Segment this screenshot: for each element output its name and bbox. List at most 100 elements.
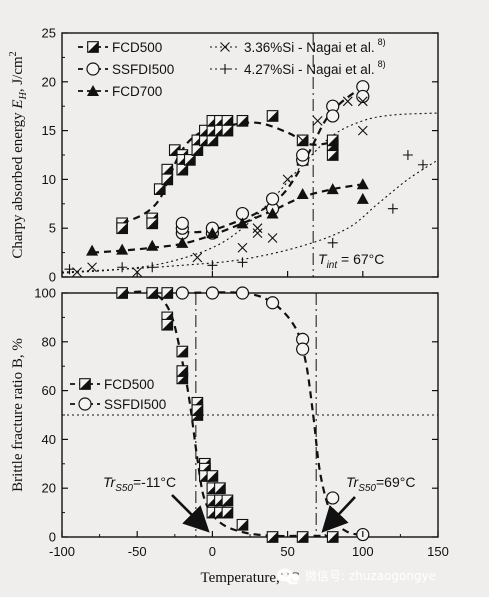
fcd500-point bbox=[296, 531, 309, 543]
ssfdi500-point bbox=[175, 286, 189, 300]
fcd500-point bbox=[326, 149, 339, 161]
fcd500-point bbox=[191, 144, 204, 156]
legend-marker-triangle bbox=[87, 85, 99, 96]
fcd700-point bbox=[176, 236, 189, 248]
legend-label: 3.36%Si - Nagai et al. 8) bbox=[244, 37, 386, 55]
legend-item-ssfdi500: SSFDI500 bbox=[78, 62, 174, 77]
x-tick-label: 50 bbox=[280, 544, 294, 559]
fcd500-point bbox=[146, 287, 159, 299]
brittle-legend: FCD500 SSFDI500 bbox=[70, 377, 166, 412]
3-36-si-nagai-et-al-point bbox=[282, 174, 293, 185]
tint-annotation: Tint = 67°C bbox=[318, 251, 384, 271]
energy-legend: FCD500 SSFDI500 FCD700 3.36%Si - Nagai et a… bbox=[78, 37, 386, 99]
fcd700-point bbox=[326, 183, 339, 195]
fcd500-point bbox=[236, 518, 249, 531]
temperature-x-axis-title: Temperature, °C bbox=[200, 570, 299, 586]
ssfdi500-point bbox=[326, 491, 340, 505]
fcd700-point bbox=[146, 239, 159, 251]
fcd500-point bbox=[161, 163, 174, 176]
y-tick-label: 0 bbox=[49, 270, 56, 285]
trs50-right-arrow bbox=[321, 496, 356, 533]
legend-marker-circle bbox=[78, 397, 92, 411]
watermark-text: 微信号: zhuzaogongye bbox=[305, 569, 436, 583]
trs50-left-annotation: TrS50=-11°C bbox=[103, 474, 176, 494]
ssfdi500-point bbox=[175, 216, 189, 230]
4-27-si-nagai-et-al-point bbox=[237, 257, 248, 268]
legend-label: FCD500 bbox=[104, 377, 154, 392]
brittle-panel: 0 20 40 60 80 100 -100 -50 0 50 100 150 FCD500 SSFD… bbox=[10, 286, 449, 587]
3-36-si-nagai-et-al-point bbox=[87, 262, 97, 273]
fcd500-point bbox=[236, 114, 249, 127]
watermark: 微信号: zhuzaogongye bbox=[277, 568, 436, 585]
4-27-si-nagai-et-al-point bbox=[147, 262, 158, 273]
3-36-si-nagai-et-al-point bbox=[357, 96, 368, 107]
brittle-y-ticks: 0 20 40 60 80 100 bbox=[34, 286, 438, 545]
y-tick-label: 20 bbox=[42, 74, 56, 89]
y-tick-label: 15 bbox=[42, 123, 56, 138]
energy-panel: 0 5 10 15 20 25 FCD500 SSFDI500 FCD700 3.36%Si -… bbox=[8, 26, 439, 285]
legend-label: FCD700 bbox=[112, 84, 162, 99]
y-tick-label: 20 bbox=[42, 481, 56, 496]
y-tick-label: 25 bbox=[42, 26, 56, 41]
fcd500-point bbox=[191, 404, 204, 416]
fcd500-point bbox=[266, 110, 279, 122]
ssfdi500-point bbox=[265, 296, 280, 310]
fcd500-point bbox=[221, 114, 234, 127]
fcd700-point bbox=[356, 178, 369, 190]
fcd500-point bbox=[326, 531, 339, 543]
ssfdi500-point bbox=[265, 192, 280, 206]
3-36-si-nagai-et-al-point bbox=[267, 233, 278, 243]
wechat-icon bbox=[277, 568, 300, 585]
4-27-si-nagai-et-al-point bbox=[207, 260, 218, 271]
y-tick-label: 60 bbox=[42, 383, 56, 398]
y-tick-label: 5 bbox=[49, 221, 56, 236]
4-27-si-nagai-et-al-point bbox=[64, 264, 75, 275]
3-36-si-fit-curve bbox=[61, 112, 439, 274]
legend-item-3-36-si-nagai-et-al: 3.36%Si - Nagai et al. 8) bbox=[210, 37, 386, 55]
legend-marker-halfsquare bbox=[79, 378, 91, 390]
3-36-si-nagai-et-al-point bbox=[297, 135, 308, 146]
fcd700-point bbox=[266, 207, 279, 219]
3-36-si-nagai-et-al-point bbox=[252, 223, 263, 234]
legend-item-fcd500: FCD500 bbox=[78, 40, 162, 55]
fcd700-point bbox=[296, 188, 309, 200]
y-tick-label: 10 bbox=[42, 172, 56, 187]
fcd500-point bbox=[206, 134, 219, 147]
3-36-si-nagai-et-al-point bbox=[312, 115, 323, 126]
fcd500-point bbox=[161, 318, 174, 331]
ssfdi500-point bbox=[235, 286, 250, 300]
fcd500-point bbox=[183, 154, 196, 166]
3-36-si-nagai-et-al-point bbox=[237, 242, 248, 253]
legend-marker-halfsquare bbox=[87, 41, 99, 53]
legend-label: 4.27%Si - Nagai et al. 8) bbox=[244, 59, 386, 77]
trs50-left-arrow bbox=[171, 494, 210, 533]
x-tick-label: 0 bbox=[209, 544, 216, 559]
ssfdi500-point bbox=[326, 109, 340, 123]
legend-item-ssfdi500: SSFDI500 bbox=[70, 397, 166, 412]
legend-label: SSFDI500 bbox=[112, 62, 174, 77]
fcd500-point bbox=[214, 482, 226, 495]
brittle-data-points bbox=[116, 286, 370, 543]
legend-marker-x bbox=[220, 42, 230, 52]
fcd500-point bbox=[206, 470, 219, 482]
ssfdi500-fit-curve bbox=[182, 291, 363, 536]
legend-item-fcd500: FCD500 bbox=[70, 377, 154, 392]
legend-label: SSFDI500 bbox=[104, 397, 166, 412]
4-27-si-nagai-et-al-point bbox=[402, 150, 413, 160]
energy-fit-curves bbox=[61, 85, 439, 274]
brittle-y-axis-title: Brittle fracture ratio B, % bbox=[10, 338, 26, 492]
fcd700-point bbox=[116, 243, 129, 255]
legend-label: FCD500 bbox=[112, 40, 162, 55]
ssfdi500-point bbox=[356, 89, 370, 104]
fcd500-point bbox=[221, 124, 234, 137]
fcd500-point bbox=[176, 163, 189, 176]
fcd500-point bbox=[146, 217, 159, 230]
4-27-si-nagai-et-al-point bbox=[387, 203, 398, 214]
4-27-si-nagai-et-al-point bbox=[417, 159, 428, 170]
3-36-si-nagai-et-al-point bbox=[252, 228, 263, 238]
energy-data-points bbox=[64, 80, 428, 278]
y-tick-label: 0 bbox=[49, 530, 56, 545]
fcd500-point bbox=[221, 494, 234, 507]
legend-marker-plus bbox=[220, 64, 230, 74]
